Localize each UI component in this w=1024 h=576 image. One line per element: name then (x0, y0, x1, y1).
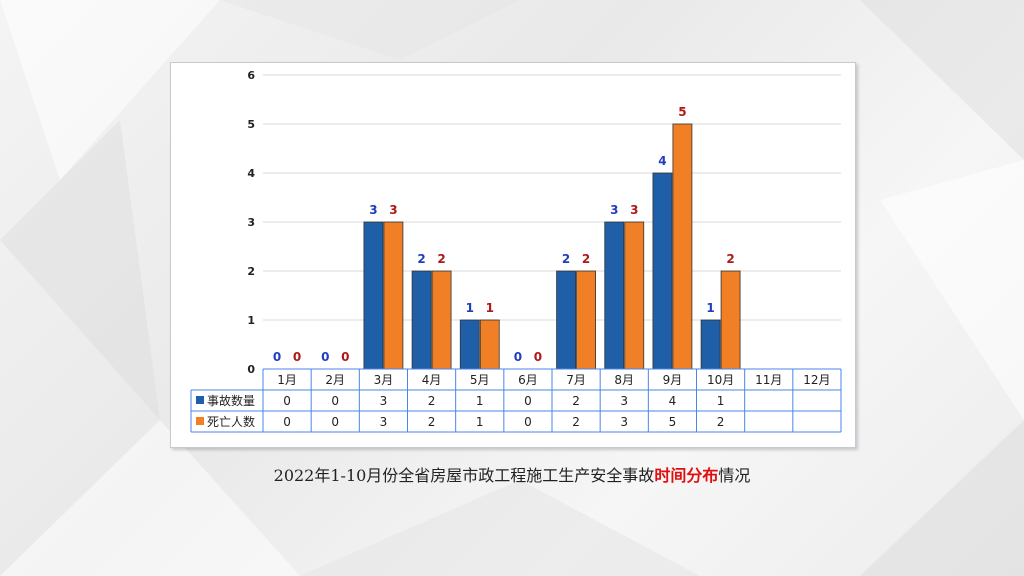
data-label: 1 (466, 301, 474, 315)
data-label: 1 (706, 301, 714, 315)
data-label: 3 (369, 203, 377, 217)
bar-死亡人数 (624, 221, 645, 370)
y-tick-label: 1 (247, 314, 255, 327)
data-label: 5 (678, 105, 686, 119)
legend-label: 死亡人数 (207, 414, 255, 429)
caption-highlight: 时间分布 (654, 466, 719, 485)
table-cell: 0 (331, 394, 339, 408)
table-cell: 1 (476, 394, 484, 408)
x-tick-label: 2月 (325, 373, 345, 387)
legend-swatch (196, 417, 204, 425)
chart-caption: 2022年1-10月份全省房屋市政工程施工生产安全事故时间分布情况 (0, 462, 1024, 486)
data-label: 2 (562, 252, 570, 266)
y-tick-label: 2 (247, 265, 255, 278)
x-tick-label: 3月 (374, 373, 394, 387)
table-cell: 2 (572, 394, 580, 408)
bar-事故数量 (652, 172, 673, 370)
table-cell: 2 (717, 415, 725, 429)
table-cell: 3 (620, 415, 628, 429)
caption-text: 2022年1-10月份全省房屋市政工程施工生产安全事故 (273, 466, 655, 485)
bar-事故数量 (700, 319, 721, 370)
caption-text-end: 情况 (718, 466, 751, 485)
x-tick-label: 5月 (470, 373, 490, 387)
table-cell: 0 (283, 415, 291, 429)
table-cell: 4 (669, 394, 677, 408)
bar-死亡人数 (672, 123, 693, 370)
bar-死亡人数 (431, 270, 452, 370)
data-label: 3 (630, 203, 638, 217)
data-label: 2 (417, 252, 425, 266)
bar-事故数量 (556, 270, 576, 370)
bar-事故数量 (411, 270, 432, 370)
x-tick-label: 1月 (277, 373, 297, 387)
y-tick-label: 6 (247, 69, 255, 82)
data-label: 0 (293, 350, 301, 364)
x-tick-label: 12月 (803, 373, 830, 387)
data-label: 4 (658, 154, 666, 168)
data-label: 0 (514, 350, 522, 364)
x-tick-label: 9月 (663, 373, 683, 387)
table-cell: 5 (669, 415, 677, 429)
x-tick-label: 7月 (566, 373, 586, 387)
data-label: 3 (389, 203, 397, 217)
bar-死亡人数 (383, 221, 404, 370)
table-cell: 0 (283, 394, 291, 408)
bar-死亡人数 (576, 270, 596, 370)
bar-事故数量 (604, 221, 625, 370)
table-cell: 0 (524, 415, 532, 429)
table-cell: 2 (428, 394, 436, 408)
table-cell: 2 (428, 415, 436, 429)
table-cell: 0 (331, 415, 339, 429)
table-cell: 3 (380, 415, 388, 429)
data-label: 0 (341, 350, 349, 364)
table-cell: 3 (380, 394, 388, 408)
bar-事故数量 (459, 319, 480, 370)
data-label: 0 (321, 350, 329, 364)
x-tick-label: 6月 (518, 373, 538, 387)
bar-死亡人数 (479, 319, 500, 370)
table-cell: 1 (717, 394, 725, 408)
bar-事故数量 (363, 221, 384, 370)
y-tick-label: 0 (247, 363, 255, 376)
x-tick-label: 8月 (614, 373, 634, 387)
x-tick-label: 10月 (707, 373, 734, 387)
data-label: 1 (486, 301, 494, 315)
data-label: 2 (726, 252, 734, 266)
x-tick-label: 4月 (422, 373, 442, 387)
table-cell: 3 (620, 394, 628, 408)
chart-panel: 0 1 2 3 4 5 6 0 0 0 0 3 3 2 2 1 1 0 0 2 2 3 3 4 5 1 2 1月 2月 3月 4月 5月 6月 7… (170, 62, 856, 448)
x-tick-label: 11月 (755, 373, 782, 387)
y-tick-label: 4 (247, 167, 255, 180)
legend-label: 事故数量 (207, 393, 255, 408)
table-cell: 1 (476, 415, 484, 429)
data-label: 2 (582, 252, 590, 266)
bar-死亡人数 (720, 270, 741, 370)
data-label: 2 (437, 252, 445, 266)
data-label: 0 (534, 350, 542, 364)
data-label: 0 (273, 350, 281, 364)
y-tick-label: 5 (247, 118, 255, 131)
legend-swatch (196, 396, 204, 404)
data-label: 3 (610, 203, 618, 217)
table-cell: 2 (572, 415, 580, 429)
y-tick-label: 3 (247, 216, 255, 229)
table-cell: 0 (524, 394, 532, 408)
